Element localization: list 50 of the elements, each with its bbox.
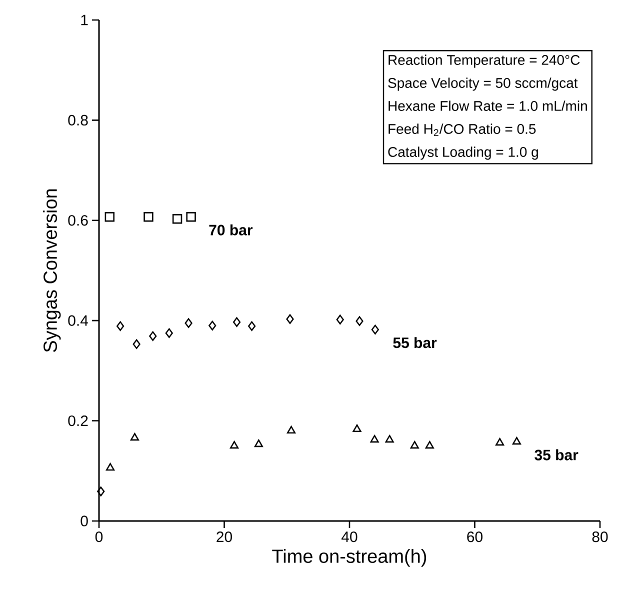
annotation: Feed H$_{2}$/CO Ratio = 0.5 — [388, 124, 536, 136]
point — [97, 486, 105, 496]
annotation: Catalyst Loading = 1.0 g — [388, 146, 538, 160]
y-tick-label: 0.4 — [68, 315, 88, 326]
x-tick-label: 20 — [216, 532, 232, 542]
point — [352, 424, 362, 432]
point — [230, 440, 239, 449]
point — [371, 324, 379, 334]
point — [512, 436, 521, 445]
point — [104, 212, 114, 222]
annotation: Reaction Temperature = 240°C — [388, 54, 580, 68]
series-label: 70 bar — [209, 224, 253, 236]
point — [286, 314, 294, 324]
x-tick-label: 80 — [592, 532, 608, 542]
y-tick-label: 0.8 — [68, 114, 88, 126]
point — [144, 212, 154, 222]
point — [184, 318, 192, 328]
point — [116, 321, 124, 331]
x-axis-title: Time on-stream(h) — [272, 549, 426, 567]
point — [208, 320, 216, 330]
series-label: 55 bar — [393, 337, 437, 348]
y-tick-label: 0.2 — [68, 415, 88, 426]
series-label: 35 bar — [534, 449, 578, 460]
point — [336, 314, 344, 324]
point — [130, 432, 139, 441]
point — [286, 426, 296, 434]
point — [254, 439, 263, 448]
point — [106, 463, 115, 471]
annotation: Space Velocity = 50 sccm/gcat — [388, 78, 578, 91]
point — [410, 440, 419, 449]
x-tick-label: 40 — [342, 532, 358, 542]
point — [172, 214, 182, 224]
point — [232, 317, 241, 327]
x-tick-label: 60 — [467, 532, 482, 542]
y-tick-label: 0 — [80, 516, 88, 526]
x-tick-label: 0 — [95, 532, 103, 542]
point — [165, 328, 173, 338]
y-axis-title: Syngas Conversion — [43, 189, 61, 352]
y-tick-label: 0.6 — [68, 215, 88, 226]
annotation: Hexane Flow Rate = 1.0 mL/min — [388, 100, 587, 111]
point — [186, 212, 196, 222]
point — [425, 440, 434, 449]
point — [370, 434, 379, 443]
point — [385, 434, 394, 443]
y-tick-label: 1 — [81, 14, 88, 26]
point — [132, 339, 140, 349]
point — [248, 321, 256, 331]
point — [496, 438, 504, 446]
point — [149, 331, 157, 341]
point — [356, 316, 364, 326]
